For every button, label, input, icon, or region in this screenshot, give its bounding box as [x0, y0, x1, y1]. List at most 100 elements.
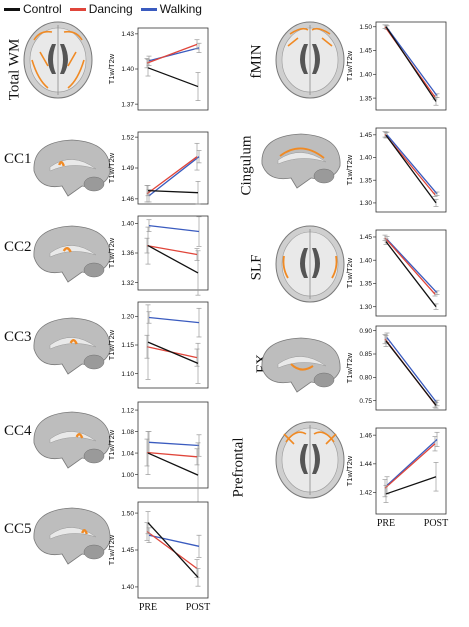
legend-swatch: [69, 7, 86, 11]
y-tick-label: 0.80: [359, 375, 372, 382]
legend-swatch: [140, 7, 157, 11]
x-tick-label: PRE: [377, 518, 395, 529]
brain-mri-slice-icon: [275, 421, 345, 499]
corpus-callosum: [277, 356, 327, 369]
y-tick-label: 1.42: [359, 490, 372, 497]
y-tick-label: 1.50: [359, 24, 372, 31]
series-line-dancing: [146, 43, 198, 64]
y-tick-label: 1.12: [121, 407, 134, 414]
x-tick-label: PRE: [139, 602, 157, 613]
y-tick-label: 1.45: [359, 48, 372, 55]
x-tick-label: POST: [186, 602, 210, 613]
tract-overlay: [31, 30, 85, 89]
y-axis-label: T1w/T2w: [345, 50, 354, 81]
plot-frame: [137, 27, 209, 111]
series-line-control: [385, 340, 437, 406]
brain-mri-slice-icon: [275, 21, 345, 99]
y-axis-label: T1w/T2w: [107, 429, 116, 460]
y-tick-label: 1.00: [121, 472, 134, 479]
series-line-walking: [386, 337, 438, 404]
cerebellum: [83, 262, 105, 278]
y-tick-label: 1.46: [359, 432, 372, 439]
cerebellum: [83, 354, 105, 370]
series-line-walking: [386, 438, 438, 486]
series-line-dancing: [384, 237, 436, 295]
y-tick-label: 0.90: [359, 328, 372, 335]
y-axis-label: T1w/T2w: [345, 352, 354, 383]
y-tick-label: 1.40: [359, 72, 372, 79]
ventricle-left: [48, 44, 56, 74]
tract-overlay: [282, 255, 338, 279]
y-axis-label: T1w/T2w: [345, 257, 354, 288]
y-axis-label: T1w/T2w: [107, 237, 116, 268]
tract-overlay: [290, 363, 314, 371]
y-tick-label: 1.35: [359, 95, 372, 102]
series-line-control: [147, 67, 199, 88]
brain-mri-slice-icon: [33, 507, 111, 565]
x-tick-label: POST: [424, 518, 448, 529]
y-tick-label: 1.40: [121, 584, 134, 591]
brain-mri-slice-icon: [33, 411, 111, 469]
y-tick-label: 1.08: [121, 429, 134, 436]
legend-swatch: [4, 7, 20, 11]
legend-item-control: Control: [4, 2, 62, 16]
ventricle-right: [60, 44, 68, 74]
series-line-dancing: [146, 451, 198, 458]
cerebellum: [313, 168, 335, 184]
series-line-walking: [148, 316, 200, 324]
y-tick-label: 1.40: [121, 221, 134, 228]
y-tick-label: 1.45: [359, 132, 372, 139]
tract-overlay: [283, 431, 337, 445]
y-tick-label: 1.50: [121, 510, 134, 517]
series-line-control: [385, 26, 437, 102]
brain-mri-slice-icon: [33, 225, 111, 283]
region-label: CC1: [4, 151, 32, 167]
y-tick-label: 1.40: [121, 66, 134, 73]
corpus-callosum: [49, 337, 97, 350]
tract-overlay: [75, 433, 84, 439]
y-tick-label: 1.32: [121, 280, 134, 287]
cerebellum: [83, 544, 105, 560]
y-tick-label: 0.75: [359, 398, 372, 405]
series-line-walking: [386, 134, 438, 195]
y-tick-label: 1.49: [121, 165, 134, 172]
y-axis-label: T1w/T2w: [345, 455, 354, 486]
y-axis-label: T1w/T2w: [107, 53, 116, 84]
cerebellum: [83, 448, 105, 464]
series-line-control: [385, 476, 437, 495]
legend-label: Dancing: [88, 2, 133, 16]
y-axis-label: T1w/T2w: [107, 152, 116, 183]
series-line-control: [147, 522, 199, 578]
corpus-callosum: [49, 431, 97, 444]
legend-item-walking: Walking: [140, 2, 202, 16]
ventricle-left: [300, 248, 308, 278]
y-tick-label: 1.30: [359, 304, 372, 311]
tract-overlay: [279, 147, 325, 159]
region-label: CC2: [4, 239, 32, 255]
y-axis-label: T1w/T2w: [107, 329, 116, 360]
tract-overlay: [69, 339, 78, 345]
cerebellum: [83, 176, 105, 192]
series-line-walking: [386, 238, 438, 294]
series-line-control: [385, 241, 437, 308]
brain-mri-slice-icon: [275, 225, 345, 303]
region-label: CC5: [4, 521, 32, 537]
y-tick-label: 1.10: [121, 371, 134, 378]
series-line-control: [147, 245, 199, 274]
y-tick-label: 1.37: [121, 101, 134, 108]
y-tick-label: 1.44: [359, 461, 372, 468]
y-tick-label: 1.36: [121, 250, 134, 257]
series-line-dancing: [384, 443, 436, 489]
ventricle-right: [312, 44, 320, 74]
y-tick-label: 1.40: [359, 155, 372, 162]
brain-mri-slice-icon: [33, 317, 111, 375]
ventricle-left: [300, 444, 308, 474]
series-line-control: [147, 341, 199, 364]
tract-overlay: [287, 27, 333, 47]
series-line-walking: [386, 27, 438, 97]
y-tick-label: 0.85: [359, 351, 372, 358]
series-line-walking: [148, 224, 200, 233]
brain-mri-slice-icon: [23, 21, 93, 99]
y-tick-label: 1.40: [359, 257, 372, 264]
ventricle-right: [312, 248, 320, 278]
